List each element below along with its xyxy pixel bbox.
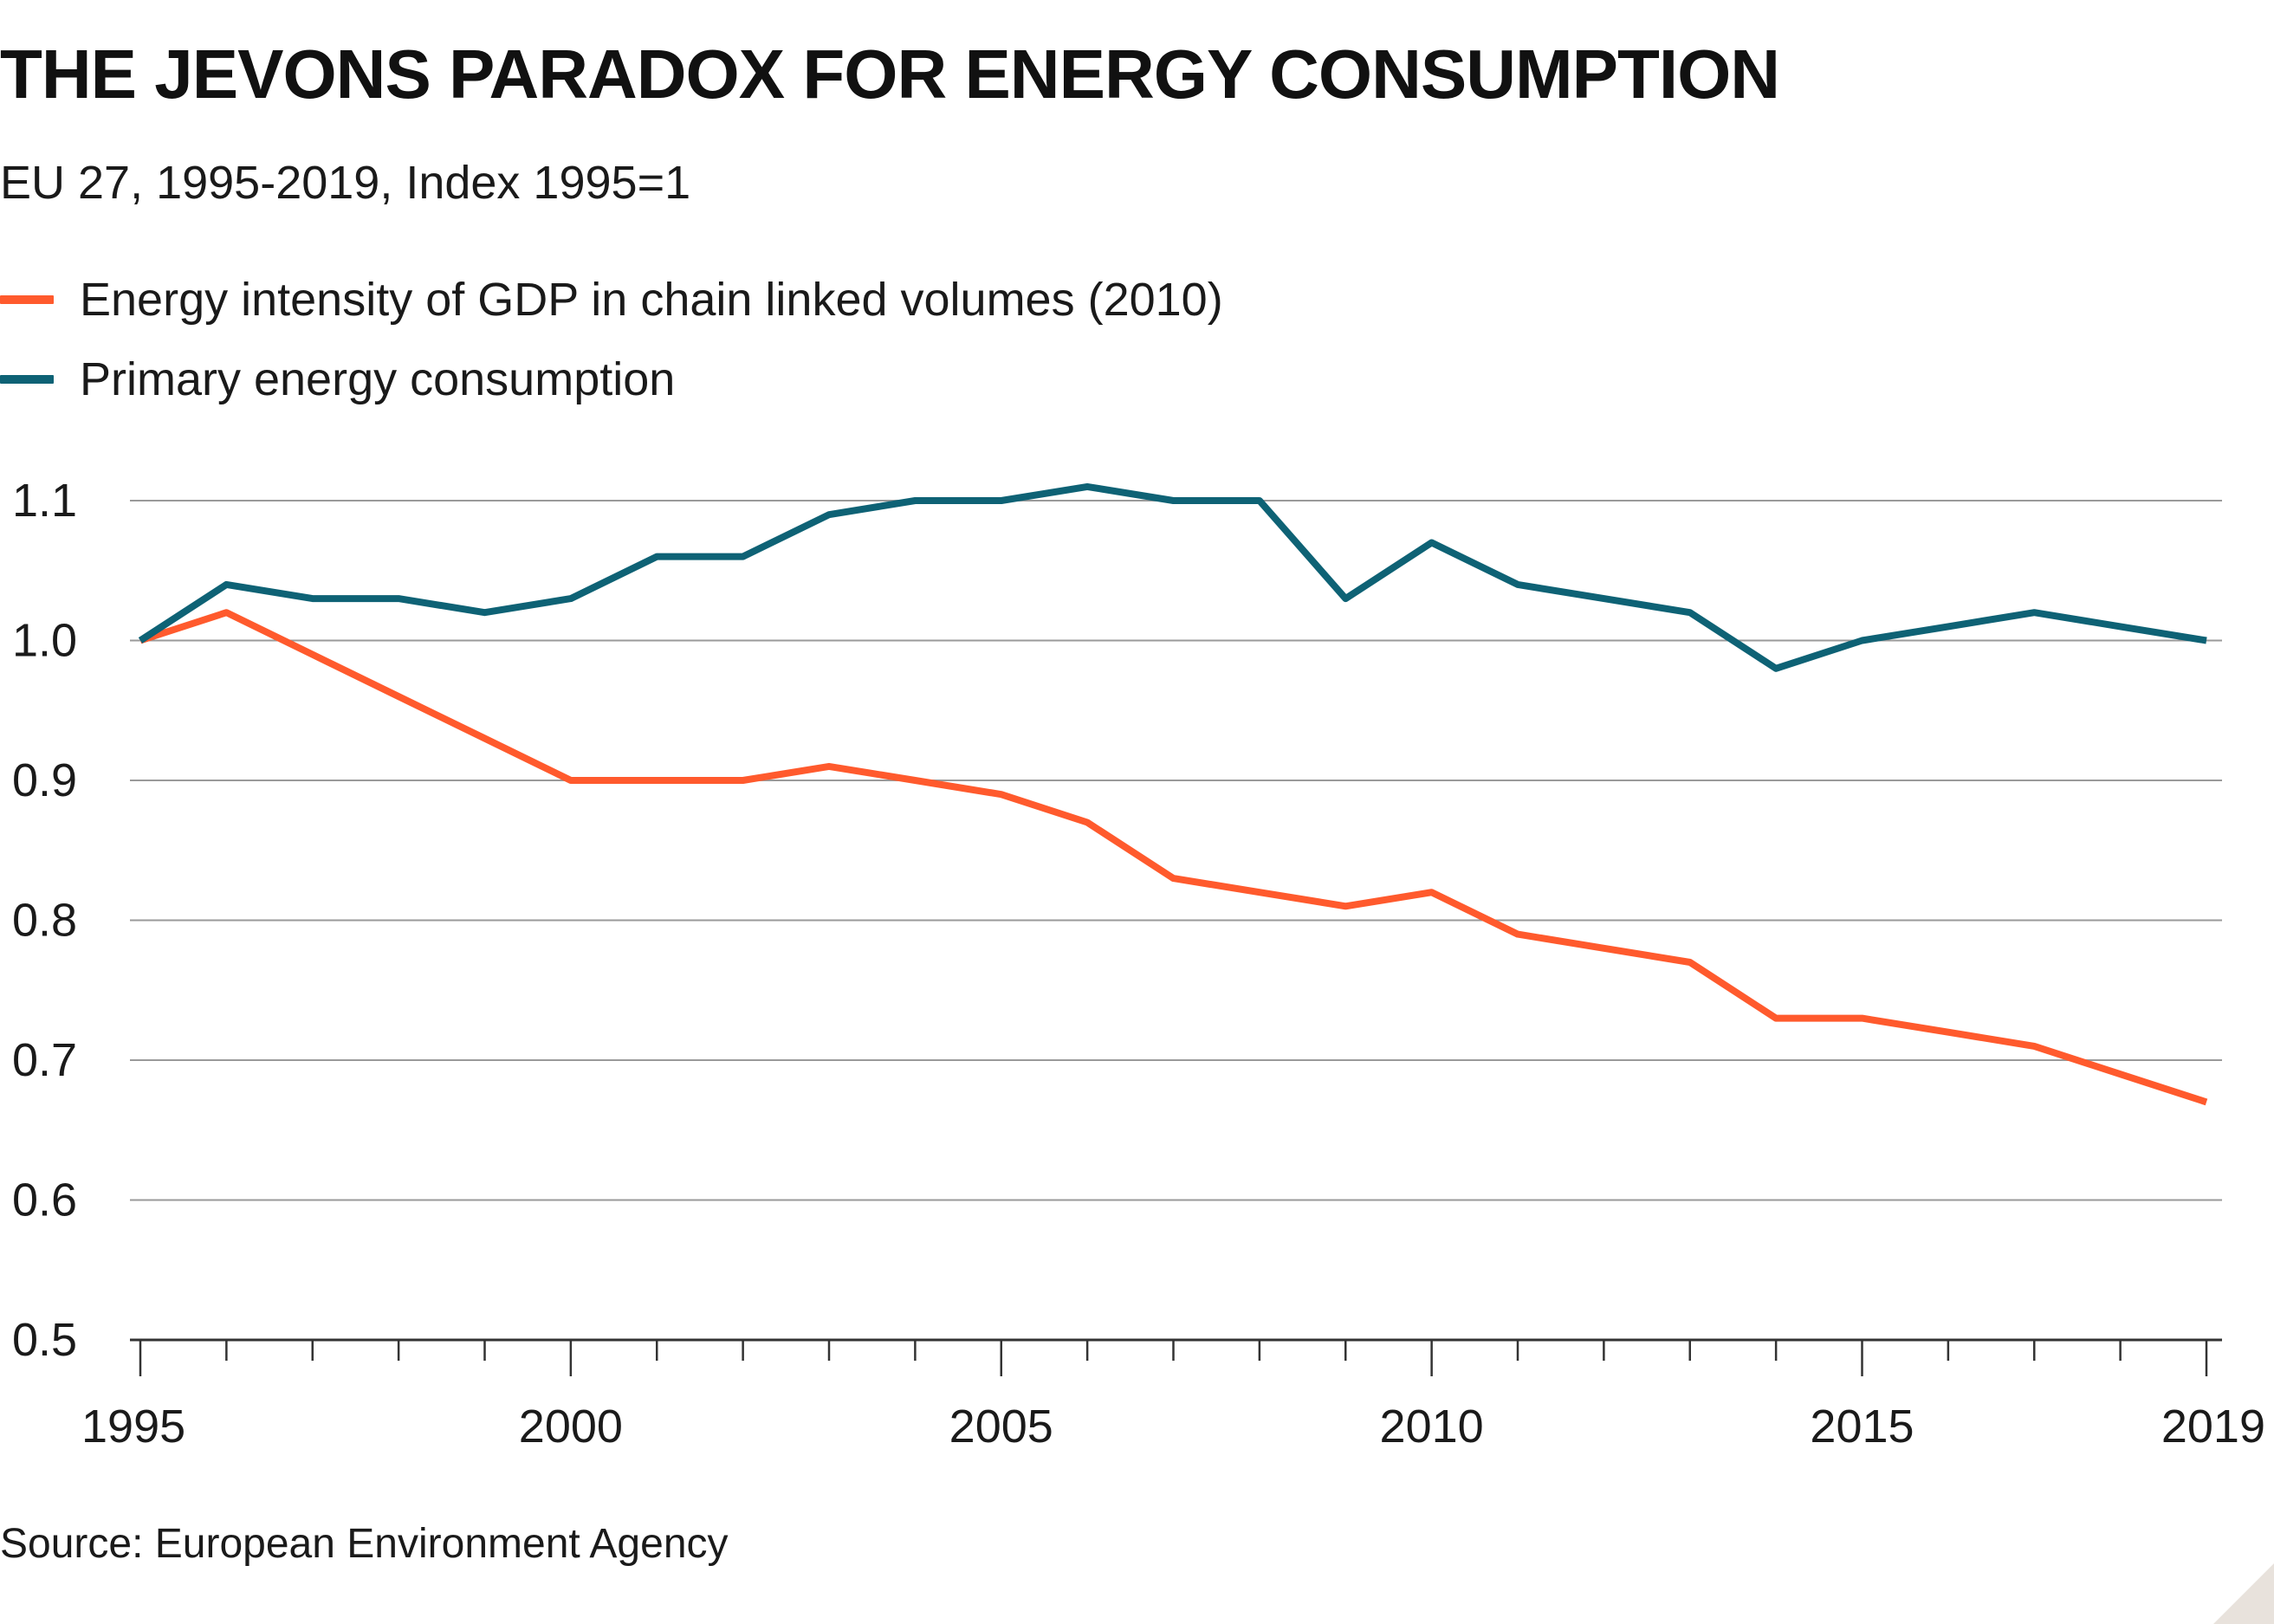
legend-swatch-intensity xyxy=(0,295,54,304)
chart-title: THE JEVONS PARADOX FOR ENERGY CONSUMPTIO… xyxy=(0,36,1780,113)
x-tick-label: 1995 xyxy=(81,1401,185,1453)
y-tick-label: 1.1 xyxy=(12,475,77,527)
x-tick-label: 2019 xyxy=(2161,1401,2265,1453)
y-tick-label: 0.9 xyxy=(12,754,77,806)
legend-item-consumption: Primary energy consumption xyxy=(0,340,1223,419)
y-tick-label: 0.6 xyxy=(12,1174,77,1226)
x-tick-label: 2015 xyxy=(1810,1401,1914,1453)
corner-decoration xyxy=(2213,1563,2274,1624)
y-tick-label: 0.8 xyxy=(12,895,77,947)
x-tick-label: 2010 xyxy=(1380,1401,1484,1453)
legend-item-intensity: Energy intensity of GDP in chain linked … xyxy=(0,260,1223,340)
legend: Energy intensity of GDP in chain linked … xyxy=(0,260,1223,419)
y-tick-label: 1.0 xyxy=(12,615,77,667)
x-tick-label: 2000 xyxy=(519,1401,623,1453)
x-tick-label: 2005 xyxy=(949,1401,1053,1453)
legend-label-intensity: Energy intensity of GDP in chain linked … xyxy=(80,274,1223,326)
legend-label-consumption: Primary energy consumption xyxy=(80,353,676,405)
legend-swatch-consumption xyxy=(0,375,54,384)
x-axis-tick-labels: 1995 2000 2005 2010 2015 2019 xyxy=(81,1401,2265,1453)
line-chart: 0.5 0.6 0.7 0.8 0.9 1.0 1.1 1995 2000 2005 2010 20… xyxy=(12,475,2265,1453)
series-lines xyxy=(138,482,2208,1106)
chart-subtitle: EU 27, 1995-2019, Index 1995=1 xyxy=(0,157,691,209)
y-tick-label: 0.7 xyxy=(12,1034,77,1086)
y-tick-label: 0.5 xyxy=(12,1314,77,1366)
x-axis xyxy=(130,1338,2222,1376)
series-line-primary-energy-consumption xyxy=(138,482,2207,672)
y-axis-tick-labels: 0.5 0.6 0.7 0.8 0.9 1.0 1.1 xyxy=(12,475,77,1366)
series-line-energy-intensity xyxy=(139,609,2208,1106)
source-note: Source: European Environment Agency xyxy=(0,1521,729,1567)
